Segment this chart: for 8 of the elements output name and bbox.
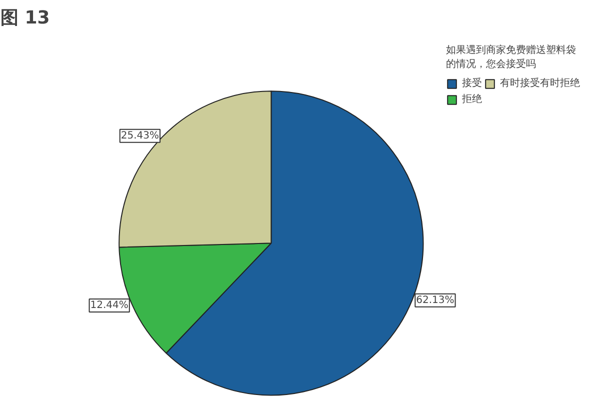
data-label: 25.43%: [120, 130, 160, 142]
legend-label: 拒绝: [462, 92, 482, 106]
chart-title: 图 13: [0, 8, 50, 28]
legend-label: 有时接受有时拒绝: [500, 76, 580, 90]
data-label: 62.13%: [416, 294, 454, 306]
legend-label: 接受: [462, 76, 482, 90]
legend-title: 如果遇到商家免费赠送塑料袋的情况，您会接受吗: [446, 44, 577, 71]
data-label: 12.44%: [90, 300, 128, 312]
